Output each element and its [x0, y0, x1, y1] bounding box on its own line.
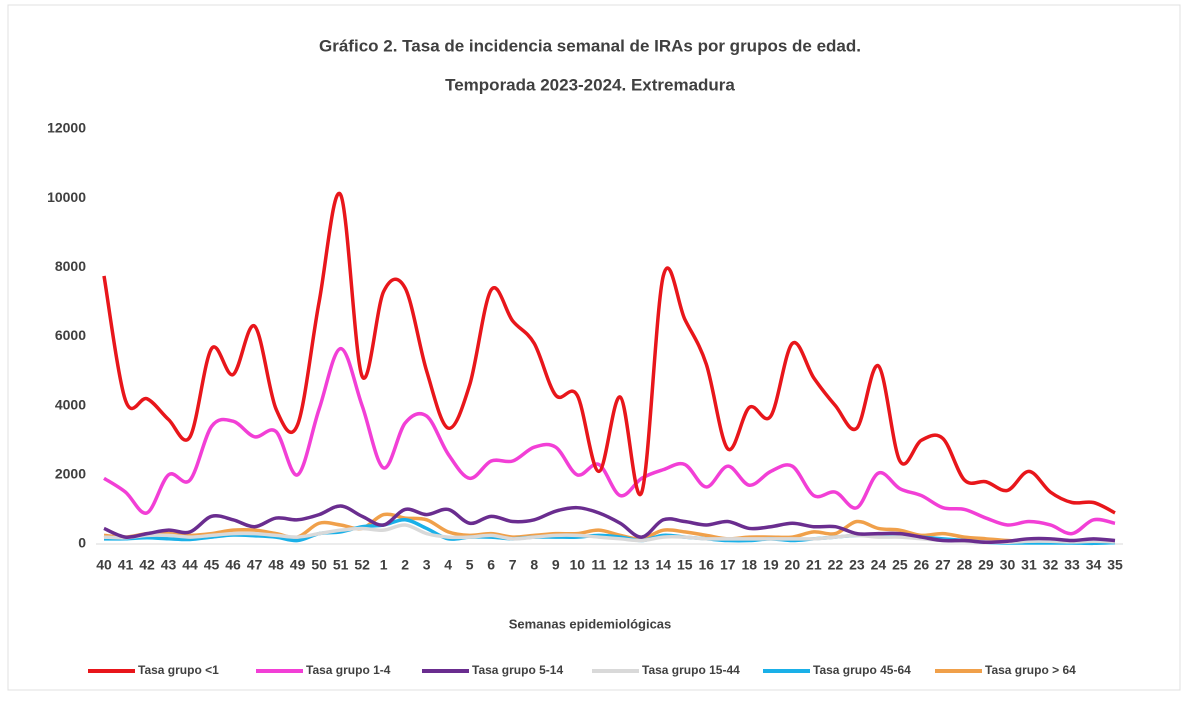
x-tick-label: 4: [444, 557, 452, 573]
x-tick-label: 20: [785, 557, 801, 573]
x-tick-label: 50: [311, 557, 327, 573]
x-tick-label: 40: [96, 557, 112, 573]
y-tick-label: 12000: [47, 120, 86, 136]
legend-label: Tasa grupo > 64: [985, 663, 1076, 677]
x-tick-label: 8: [530, 557, 538, 573]
x-tick-label: 35: [1107, 557, 1123, 573]
x-tick-label: 9: [552, 557, 560, 573]
y-tick-label: 8000: [55, 258, 86, 274]
x-tick-label: 32: [1043, 557, 1059, 573]
chart-title: Gráfico 2. Tasa de incidencia semanal de…: [319, 36, 861, 55]
x-tick-label: 7: [509, 557, 517, 573]
legend-label: Tasa grupo 5-14: [472, 663, 563, 677]
x-tick-label: 26: [914, 557, 930, 573]
x-tick-label: 2: [401, 557, 409, 573]
x-tick-label: 17: [720, 557, 736, 573]
series-line: [102, 191, 1116, 515]
x-tick-label: 43: [161, 557, 177, 573]
x-tick-label: 1: [380, 557, 388, 573]
x-tick-label: 41: [118, 557, 134, 573]
series-line: [103, 512, 1116, 544]
x-tick-label: 18: [742, 557, 758, 573]
x-axis-label: Semanas epidemiológicas: [509, 616, 672, 631]
x-tick-label: 23: [849, 557, 865, 573]
x-tick-label: 14: [655, 557, 671, 573]
legend-label: Tasa grupo <1: [138, 663, 219, 677]
x-tick-label: 16: [699, 557, 715, 573]
x-tick-label: 3: [423, 557, 431, 573]
x-tick-label: 13: [634, 557, 650, 573]
y-tick-label: 10000: [47, 189, 86, 205]
x-tick-label: 51: [333, 557, 349, 573]
x-tick-label: 19: [763, 557, 779, 573]
x-tick-label: 31: [1021, 557, 1037, 573]
y-tick-label: 6000: [55, 327, 86, 343]
x-tick-label: 15: [677, 557, 693, 573]
x-tick-label: 25: [892, 557, 908, 573]
y-tick-label: 4000: [55, 396, 86, 412]
x-tick-label: 42: [139, 557, 155, 573]
x-tick-label: 30: [1000, 557, 1016, 573]
x-tick-label: 47: [247, 557, 263, 573]
y-tick-label: 0: [78, 535, 86, 551]
x-tick-label: 22: [828, 557, 844, 573]
x-tick-label: 52: [354, 557, 370, 573]
x-tick-label: 49: [290, 557, 306, 573]
series-line: [103, 346, 1116, 536]
x-tick-label: 46: [225, 557, 241, 573]
legend-label: Tasa grupo 1-4: [306, 663, 391, 677]
x-tick-label: 44: [182, 557, 198, 573]
x-tick-label: 45: [204, 557, 220, 573]
legend-label: Tasa grupo 15-44: [642, 663, 740, 677]
x-tick-label: 33: [1064, 557, 1080, 573]
x-tick-label: 12: [612, 557, 628, 573]
x-tick-label: 27: [935, 557, 951, 573]
legend-label: Tasa grupo 45-64: [813, 663, 911, 677]
x-tick-label: 21: [806, 557, 822, 573]
x-tick-label: 29: [978, 557, 994, 573]
x-tick-label: 24: [871, 557, 887, 573]
x-tick-label: 10: [569, 557, 585, 573]
x-tick-label: 6: [487, 557, 495, 573]
series-line: [103, 504, 1116, 545]
chart-frame: [7, 4, 1181, 691]
y-tick-label: 2000: [55, 466, 86, 482]
x-tick-label: 34: [1086, 557, 1102, 573]
x-tick-label: 28: [957, 557, 973, 573]
x-tick-label: 48: [268, 557, 284, 573]
x-tick-label: 11: [591, 557, 606, 573]
x-tick-label: 5: [466, 557, 474, 573]
chart-subtitle: Temporada 2023-2024. Extremadura: [445, 75, 735, 94]
